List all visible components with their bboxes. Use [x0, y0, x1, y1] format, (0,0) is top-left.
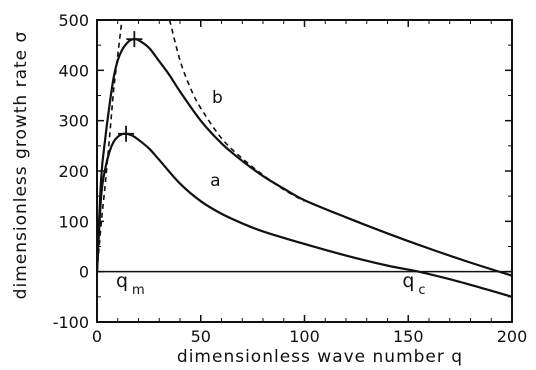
x-tick-label: 150: [393, 327, 424, 346]
x-tick-label: 0: [92, 327, 102, 346]
y-tick-label: -100: [53, 313, 89, 332]
y-tick-label: 100: [58, 212, 89, 231]
y-tick-label: 0: [79, 263, 89, 282]
series-a: [97, 132, 512, 298]
y-tick-label: 400: [58, 61, 89, 80]
x-tick-label: 100: [289, 327, 320, 346]
plot-frame: [96, 19, 513, 323]
annotation-qc: q: [402, 270, 414, 292]
curve-label-a: a: [210, 171, 220, 191]
series-asymptote-small-q: [97, 20, 123, 272]
curve-label-b: b: [212, 88, 223, 108]
annotation-qm: q: [116, 270, 128, 292]
annotation-qc-subscript: c: [418, 283, 425, 298]
series-b: [97, 37, 512, 277]
y-tick-label: 300: [58, 112, 89, 131]
y-tick-label: 200: [58, 162, 89, 181]
x-axis-title: dimensionless wave number q: [177, 347, 463, 367]
series-asymptote-large-q: [168, 20, 305, 202]
y-axis-title: dimensionless growth rate σ: [11, 31, 31, 300]
annotation-qm-subscript: m: [132, 283, 145, 298]
x-tick-label: 200: [497, 327, 528, 346]
x-tick-label: 50: [191, 327, 211, 346]
y-tick-label: 500: [58, 11, 89, 30]
